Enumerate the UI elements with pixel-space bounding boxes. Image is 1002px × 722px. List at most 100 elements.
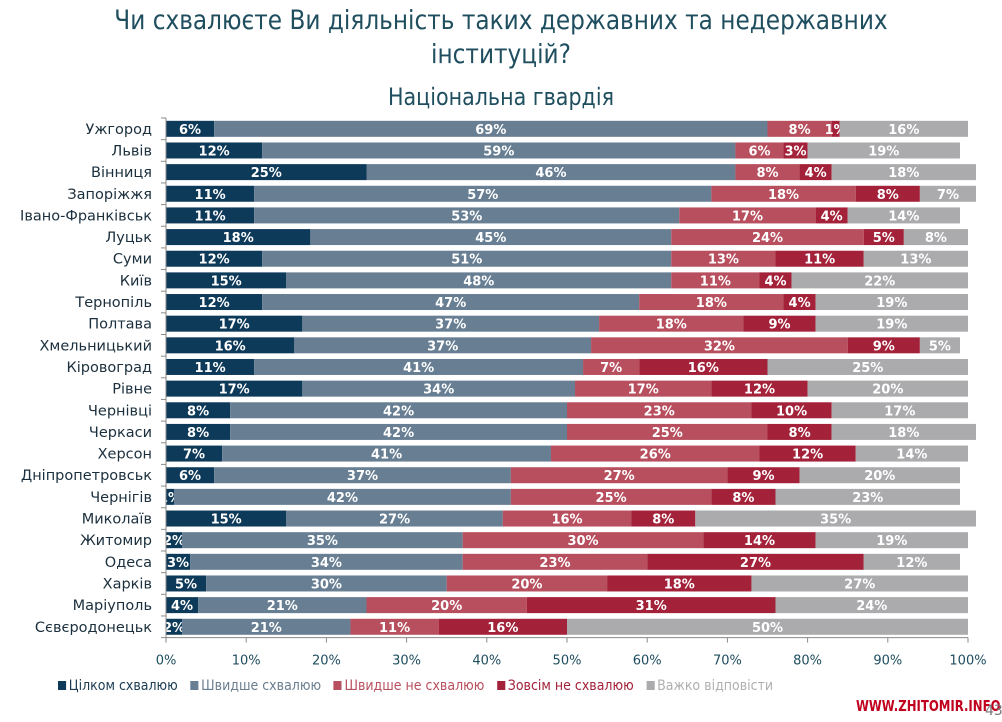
bar-segment [863, 250, 968, 267]
chart-subtitle: Національна гвардія [388, 83, 614, 111]
data-label: 5% [175, 577, 197, 592]
bars-group: 6% 69% 8% 1% 16%12% 59% 6% 3% 19%25% 46% 8% 4% 18%11… [159, 120, 977, 636]
bar-segment [671, 272, 760, 289]
bar-segment [166, 337, 295, 354]
category-label: Запоріжжя [67, 187, 152, 203]
bar-segment [446, 575, 608, 592]
bar-segment [751, 575, 968, 592]
bar-segment [166, 575, 207, 592]
category-label: Київ [120, 273, 152, 289]
bar-segment [711, 488, 776, 505]
bar-segment [839, 120, 968, 137]
legend-swatch [646, 681, 655, 690]
category-label: Суми [113, 252, 152, 268]
data-label: 34% [423, 383, 454, 398]
bar-segment [919, 185, 977, 202]
bar-segment [799, 164, 832, 181]
bar-segment [855, 185, 920, 202]
x-tick-label: 60% [633, 654, 662, 669]
legend-label: Швидше не схвалюю [344, 678, 485, 694]
page-number: 43 [985, 703, 1002, 719]
bar-segment [767, 358, 968, 375]
legend-item: Цілком схвалюю [58, 678, 178, 694]
watermark: WWW.ZHITOMIR.INFO [856, 697, 1001, 715]
data-label: 37% [427, 339, 458, 354]
data-label: 12% [199, 253, 230, 268]
x-tick-label: 90% [873, 654, 902, 669]
bar-segment [190, 553, 463, 570]
x-tick-label: 80% [793, 654, 822, 669]
data-label: 30% [567, 534, 598, 549]
data-label: 12% [199, 296, 230, 311]
data-label: 7% [937, 188, 959, 203]
bar-segment [302, 315, 600, 332]
bar-segment [166, 445, 223, 462]
category-label: Ужгород [86, 122, 153, 138]
data-label: 8% [877, 188, 899, 203]
bar-segment [919, 337, 960, 354]
bar-segment [502, 510, 632, 527]
data-label: 31% [636, 599, 667, 614]
data-label: 25% [596, 491, 627, 506]
bar-segment [767, 120, 832, 137]
data-label: 24% [856, 599, 887, 614]
bar-segment [262, 142, 736, 159]
bar-segment [855, 445, 968, 462]
data-label: 42% [383, 404, 414, 419]
bar-segment [703, 532, 816, 549]
category-label: Чернігів [90, 490, 152, 506]
bar-segment [462, 532, 704, 549]
data-label: 4% [805, 166, 827, 181]
bar-segment [254, 358, 584, 375]
bar-segment [166, 272, 287, 289]
legend-swatch [496, 681, 506, 690]
bar-segment [166, 467, 215, 484]
data-label: 18% [664, 577, 695, 592]
category-label: Херсон [98, 447, 152, 463]
bar-segment [807, 142, 960, 159]
bar-segment [575, 380, 712, 397]
category-label: Харків [103, 576, 152, 592]
category-label: Рівне [112, 382, 152, 398]
data-label: 25% [652, 426, 683, 441]
category-label: Житомир [80, 533, 152, 549]
bar-segment [166, 315, 303, 332]
bar-segment [166, 164, 367, 181]
bar-segment [711, 185, 856, 202]
bar-segment [775, 250, 864, 267]
data-label: 18% [656, 318, 687, 333]
data-label: 12% [199, 144, 230, 159]
data-label: 18% [223, 231, 254, 246]
legend-swatch [58, 681, 67, 690]
data-label: 3% [785, 144, 807, 159]
data-label: 51% [451, 253, 482, 268]
data-label: 18% [888, 166, 919, 181]
data-label: 26% [640, 448, 671, 463]
bar-segment [214, 120, 768, 137]
data-label: 69% [475, 123, 506, 138]
data-label: 17% [884, 404, 915, 419]
bar-segment [599, 315, 744, 332]
data-label: 8% [187, 426, 209, 441]
data-label: 23% [644, 404, 675, 419]
data-label: 12% [896, 556, 927, 571]
bar-segment [526, 597, 776, 614]
data-label: 47% [435, 296, 466, 311]
data-label: 32% [704, 339, 735, 354]
bar-segment [166, 380, 303, 397]
data-label: 3% [167, 556, 189, 571]
bar-segment [695, 510, 977, 527]
data-label: 57% [467, 188, 498, 203]
bar-segment [230, 423, 567, 440]
bar-segment [759, 445, 856, 462]
bar-segment [510, 488, 712, 505]
data-label: 20% [511, 577, 542, 592]
x-tick-label: 10% [232, 654, 261, 669]
bar-segment [791, 272, 968, 289]
bar-segment [166, 294, 263, 311]
legend-swatch [190, 681, 199, 690]
data-label: 8% [789, 426, 811, 441]
bar-segment [166, 510, 287, 527]
category-label: Хмельницький [39, 338, 152, 354]
bar-segment [735, 164, 800, 181]
